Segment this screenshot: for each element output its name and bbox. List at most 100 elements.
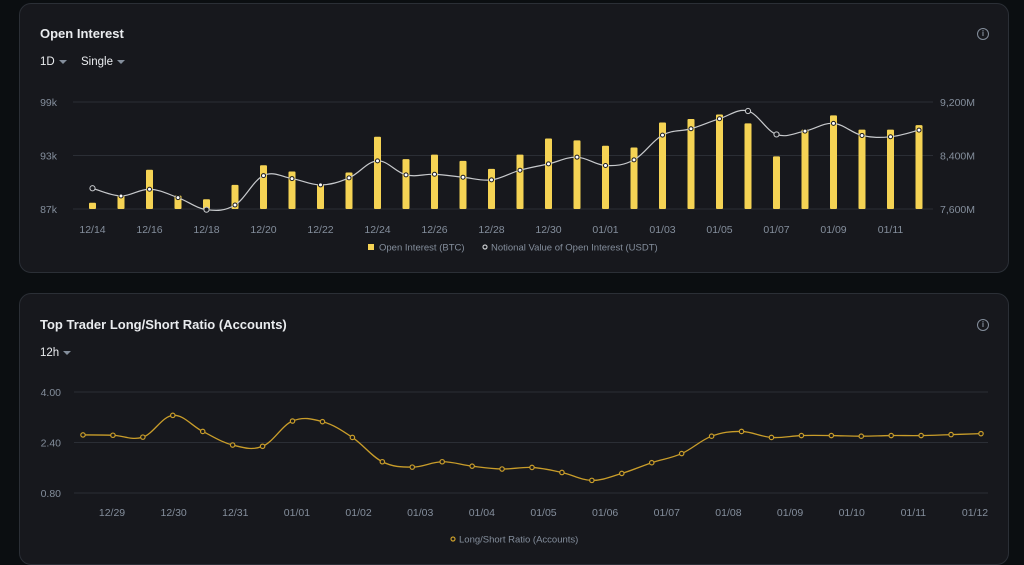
notional-value-point bbox=[118, 193, 124, 199]
bar-open-interest bbox=[659, 122, 666, 209]
bar-open-interest bbox=[744, 123, 752, 209]
info-icon[interactable]: i bbox=[977, 319, 989, 331]
notional-value-point bbox=[546, 161, 551, 167]
x-axis-tick: 12/26 bbox=[421, 224, 447, 236]
legend-label: Long/Short Ratio (Accounts) bbox=[459, 535, 578, 546]
notional-value-point bbox=[660, 132, 665, 138]
x-axis-tick: 01/03 bbox=[649, 224, 675, 236]
x-axis-tick: 12/16 bbox=[136, 224, 162, 236]
caret-down-icon bbox=[63, 351, 72, 355]
bar-open-interest bbox=[516, 154, 524, 209]
notional-value-point bbox=[888, 134, 893, 140]
bar-open-interest bbox=[602, 145, 609, 209]
bar-open-interest bbox=[887, 129, 894, 209]
right-axis-tick: 9,200M bbox=[940, 97, 975, 109]
bar-open-interest bbox=[545, 138, 552, 209]
x-axis-tick: 01/04 bbox=[469, 507, 495, 519]
long-short-ratio-point bbox=[798, 432, 805, 439]
long-short-chart: 0.80 2.40 4.00 12/29 12/30 12/31 01/01 01/02 01/… bbox=[41, 387, 989, 546]
x-axis-tick: 01/05 bbox=[706, 224, 732, 236]
bar-open-interest bbox=[773, 156, 780, 209]
long-short-ratio-point bbox=[948, 431, 954, 438]
notional-value-point bbox=[688, 126, 694, 132]
long-short-ratio-point bbox=[110, 432, 116, 439]
period-value: 12h bbox=[40, 347, 60, 359]
notional-value-point bbox=[574, 154, 580, 160]
bar-open-interest bbox=[630, 147, 638, 209]
panel-title: Top Trader Long/Short Ratio (Accounts) bbox=[40, 317, 287, 332]
x-axis-tick: 12/22 bbox=[307, 224, 333, 236]
notional-value-point bbox=[460, 174, 466, 180]
bar-open-interest bbox=[687, 118, 695, 209]
x-axis-tick: 01/12 bbox=[962, 507, 988, 519]
left-axis-tick: 99k bbox=[40, 97, 58, 109]
notional-value-point bbox=[375, 158, 380, 164]
x-axis-tick: 01/07 bbox=[763, 224, 789, 236]
long-short-ratio-point bbox=[199, 428, 206, 435]
right-axis-tick: 8,400M bbox=[940, 151, 975, 163]
x-axis-tick: 12/31 bbox=[222, 507, 248, 519]
left-axis-tick: 87k bbox=[40, 204, 58, 216]
y-axis-tick: 4.00 bbox=[41, 387, 62, 399]
x-axis-tick: 01/01 bbox=[592, 224, 618, 236]
notional-value-point bbox=[203, 206, 210, 213]
bar-open-interest bbox=[488, 168, 495, 209]
caret-down-icon bbox=[58, 60, 67, 64]
bar-open-interest bbox=[915, 125, 923, 209]
long-short-ratio-point bbox=[289, 418, 296, 424]
notional-value-point bbox=[403, 172, 409, 178]
y-axis-tick: 0.80 bbox=[41, 488, 62, 500]
mode-dropdown[interactable]: Single bbox=[81, 56, 125, 68]
info-icon[interactable]: i bbox=[977, 28, 989, 40]
bar-open-interest bbox=[345, 172, 353, 209]
period-dropdown[interactable]: 12h bbox=[40, 347, 72, 359]
bar-open-interest bbox=[431, 154, 438, 209]
notional-value-point bbox=[744, 107, 752, 115]
panel-title: Open Interest bbox=[40, 26, 124, 41]
long-short-ratio-point bbox=[80, 432, 86, 438]
notional-value-point bbox=[289, 176, 295, 182]
period-dropdown[interactable]: 1D bbox=[40, 56, 67, 68]
long-short-ratio-point bbox=[888, 432, 895, 439]
bar-open-interest bbox=[288, 171, 296, 209]
notional-value-point bbox=[232, 202, 238, 208]
long-short-ratio-point bbox=[379, 458, 386, 465]
legend-line-marker bbox=[450, 536, 456, 542]
x-axis-tick: 01/06 bbox=[592, 507, 618, 519]
notional-value-point bbox=[432, 171, 437, 177]
long-short-ratio-point bbox=[469, 463, 475, 469]
x-axis-tick: 01/03 bbox=[407, 507, 433, 519]
notional-value-point bbox=[916, 127, 922, 133]
bar-open-interest bbox=[89, 202, 96, 209]
y-axis-tick: 2.40 bbox=[41, 438, 62, 450]
x-axis-tick: 12/29 bbox=[99, 507, 125, 519]
bar-open-interest bbox=[402, 159, 410, 209]
bar-open-interest bbox=[801, 129, 809, 209]
long-short-ratio-point bbox=[140, 434, 146, 440]
legend-line-marker bbox=[482, 244, 488, 250]
long-short-ratio-point bbox=[439, 458, 446, 465]
bar-open-interest bbox=[830, 115, 837, 209]
x-axis-tick: 01/10 bbox=[839, 507, 865, 519]
notional-value-point bbox=[175, 195, 181, 201]
notional-value-line bbox=[92, 109, 920, 211]
long-short-ratio-point bbox=[499, 466, 505, 472]
open-interest-panel: Open Interest i 1D Single 87k 93k 99k 7,600… bbox=[19, 3, 1009, 273]
long-short-ratio-point bbox=[349, 434, 356, 441]
x-axis-tick: 01/07 bbox=[654, 507, 680, 519]
notional-value-point bbox=[147, 186, 152, 192]
legend-label: Notional Value of Open Interest (USDT) bbox=[491, 243, 658, 254]
notional-value-point bbox=[603, 163, 608, 169]
legend-bar-swatch bbox=[368, 244, 374, 250]
long-short-ratio-point bbox=[978, 430, 984, 437]
x-axis-tick: 01/01 bbox=[284, 507, 310, 519]
bar-open-interest bbox=[117, 195, 125, 209]
long-short-ratio-point bbox=[678, 450, 685, 457]
bar-open-interest bbox=[459, 160, 467, 209]
x-axis-tick: 01/11 bbox=[878, 224, 904, 236]
long-short-ratio-point bbox=[828, 432, 835, 439]
bar-open-interest bbox=[716, 114, 723, 209]
x-axis-tick: 01/05 bbox=[530, 507, 556, 519]
long-short-ratio-point bbox=[529, 464, 535, 471]
long-short-ratio-point bbox=[858, 433, 865, 439]
